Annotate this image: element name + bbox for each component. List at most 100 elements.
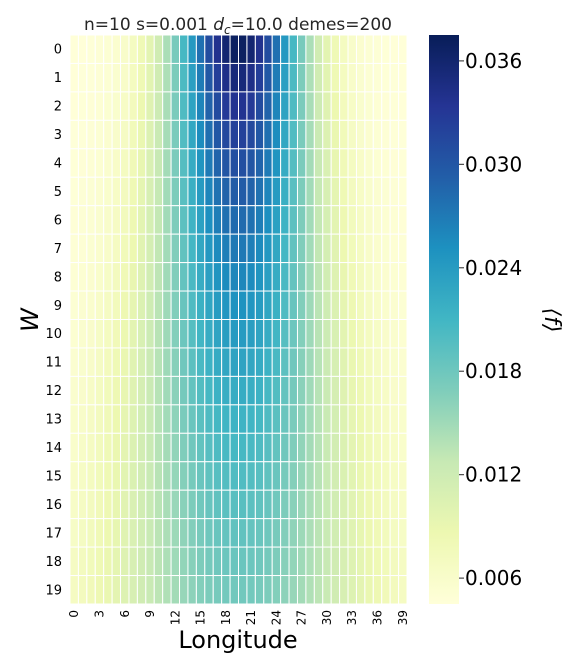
heatmap-cell [212, 319, 223, 349]
heatmap-cell [229, 404, 240, 434]
heatmap-cell [187, 404, 197, 434]
heatmap-cell [254, 148, 265, 178]
heatmap-cell [296, 319, 307, 349]
heatmap-cell [221, 148, 231, 178]
heatmap-cell [153, 205, 164, 235]
heatmap-cell [162, 34, 172, 64]
heatmap-cell [162, 119, 172, 150]
heatmap-cell [77, 375, 88, 406]
heatmap-cell [330, 404, 341, 434]
heatmap-cell [120, 546, 130, 577]
heatmap-cell [322, 546, 332, 577]
heatmap-cell [288, 148, 298, 178]
heatmap-cell [372, 205, 383, 235]
heatmap-cell [322, 518, 332, 548]
heatmap-cell [263, 205, 273, 235]
heatmap-cell [330, 375, 341, 406]
heatmap-cell [355, 119, 366, 150]
heatmap-cell [145, 432, 155, 463]
heatmap-cell [229, 461, 240, 491]
heatmap-cell [254, 375, 265, 406]
heatmap-cell [162, 176, 172, 207]
heatmap-cell [170, 489, 181, 520]
heatmap-cell [271, 34, 282, 64]
heatmap-cell [246, 518, 256, 548]
heatmap-cell [103, 233, 113, 264]
heatmap-cell [271, 262, 282, 292]
heatmap-cell [238, 489, 248, 520]
heatmap-cell [170, 119, 181, 150]
heatmap-cell [271, 205, 282, 235]
heatmap-cell [372, 546, 383, 577]
heatmap-cell [86, 319, 96, 349]
heatmap-cell [322, 91, 332, 121]
heatmap-cell [221, 119, 231, 150]
heatmap-cell [330, 62, 341, 93]
heatmap-cell [212, 233, 223, 264]
heatmap-cell [364, 34, 374, 64]
heatmap-cell [145, 319, 155, 349]
heatmap-cell [254, 290, 265, 320]
colorbar-tick-label: 0.006 [465, 566, 522, 590]
heatmap-cell [111, 205, 122, 235]
heatmap-cell [254, 319, 265, 349]
heatmap-cell [246, 205, 256, 235]
heatmap-cell [86, 432, 96, 463]
heatmap-cell [398, 489, 408, 520]
heatmap-cell [212, 148, 223, 178]
heatmap-cell [372, 34, 383, 64]
heatmap-cell [288, 461, 298, 491]
heatmap-cell [179, 575, 189, 605]
heatmap-cell [313, 575, 324, 605]
heatmap-cell [330, 205, 341, 235]
heatmap-cell [179, 461, 189, 491]
heatmap-cell [246, 319, 256, 349]
heatmap-cell [364, 290, 374, 320]
heatmap-cell [280, 205, 290, 235]
heatmap-cell [153, 119, 164, 150]
y-tick-label: 15 [45, 470, 62, 485]
heatmap-cell [305, 518, 315, 548]
heatmap-cell [136, 347, 147, 377]
heatmap-cell [389, 34, 400, 64]
heatmap-cell [347, 489, 357, 520]
heatmap-cell [296, 461, 307, 491]
heatmap-cell [212, 290, 223, 320]
heatmap-cell [170, 546, 181, 577]
heatmap-cell [398, 34, 408, 64]
heatmap-cell [179, 290, 189, 320]
heatmap-cell [280, 404, 290, 434]
heatmap-cell [389, 375, 400, 406]
heatmap-cell [372, 319, 383, 349]
heatmap-cell [313, 176, 324, 207]
heatmap-cell [212, 34, 223, 64]
heatmap-cell [86, 546, 96, 577]
heatmap-cell [153, 319, 164, 349]
heatmap-cell [347, 432, 357, 463]
heatmap-cell [162, 404, 172, 434]
heatmap-cell [330, 546, 341, 577]
heatmap-cell [254, 347, 265, 377]
heatmap-cell [364, 205, 374, 235]
heatmap-cell [330, 148, 341, 178]
heatmap-cell [187, 518, 197, 548]
colorbar-tick-label: 0.024 [465, 256, 522, 280]
y-tick-label: 2 [54, 100, 62, 115]
heatmap-cell [179, 62, 189, 93]
heatmap-cell [153, 546, 164, 577]
heatmap-cell [389, 91, 400, 121]
heatmap-cell [128, 518, 138, 548]
heatmap-cell [305, 575, 315, 605]
heatmap-cell [204, 290, 214, 320]
title-dc-symbol: d [213, 15, 224, 35]
y-tick-label: 16 [45, 498, 62, 513]
heatmap-cell [271, 575, 282, 605]
heatmap-cell [212, 205, 223, 235]
heatmap-cell [364, 148, 374, 178]
heatmap-cell [372, 489, 383, 520]
heatmap-cell [111, 62, 122, 93]
heatmap-cell [179, 546, 189, 577]
heatmap-cell [120, 518, 130, 548]
heatmap-cell [204, 62, 214, 93]
heatmap-cell [153, 233, 164, 264]
